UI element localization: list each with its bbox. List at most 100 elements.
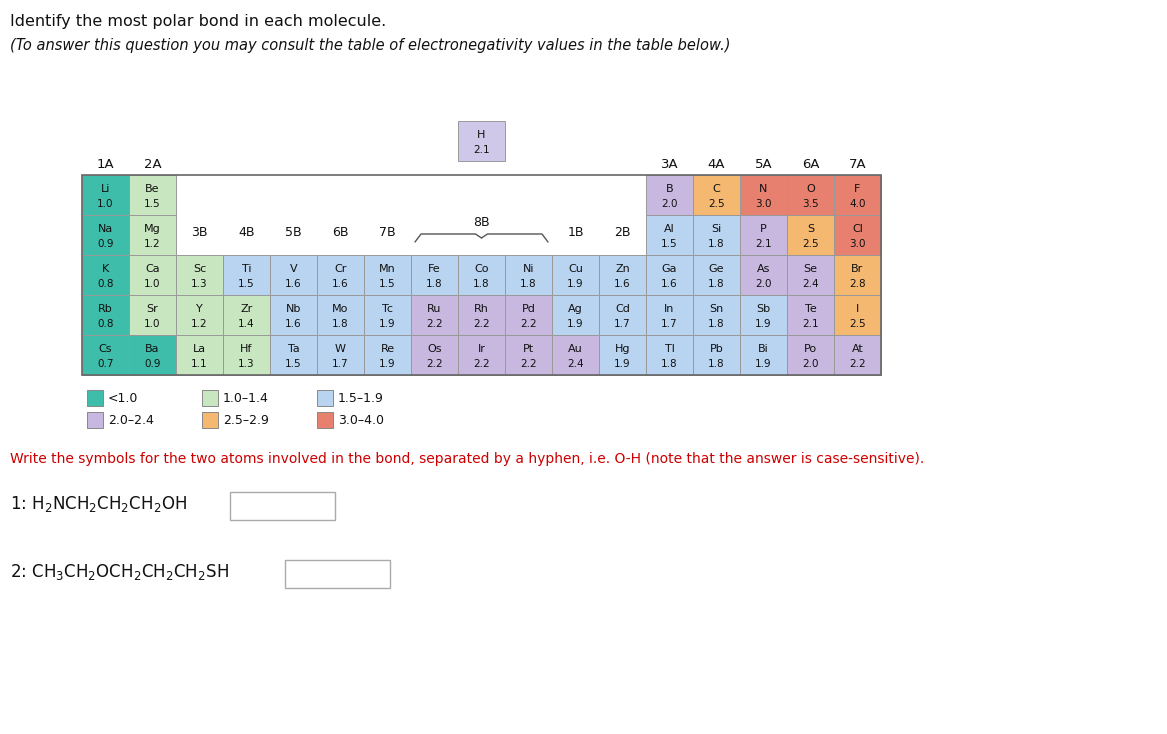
- Text: 0.8: 0.8: [97, 279, 113, 288]
- Text: 1.9: 1.9: [567, 279, 584, 288]
- Text: At: At: [852, 344, 864, 355]
- Text: Ag: Ag: [568, 305, 582, 314]
- Text: 1.6: 1.6: [662, 279, 678, 288]
- Bar: [599, 255, 647, 295]
- Bar: [787, 175, 834, 215]
- Bar: [505, 295, 552, 335]
- Text: 1.8: 1.8: [520, 279, 537, 288]
- Bar: [130, 295, 176, 335]
- Bar: [740, 295, 787, 335]
- Text: 2.0: 2.0: [755, 279, 771, 288]
- Text: I: I: [855, 305, 859, 314]
- Text: 2.0: 2.0: [662, 199, 678, 208]
- Bar: [457, 335, 505, 375]
- Text: Os: Os: [427, 344, 442, 355]
- Text: 1.7: 1.7: [333, 359, 349, 368]
- Bar: [552, 335, 599, 375]
- Text: 0.9: 0.9: [97, 239, 113, 249]
- Text: 1B: 1B: [567, 227, 584, 239]
- Text: 2.2: 2.2: [520, 319, 537, 329]
- Text: K: K: [102, 264, 110, 275]
- Text: Al: Al: [664, 225, 675, 234]
- Text: 0.8: 0.8: [97, 319, 113, 329]
- Text: 1: $\mathregular{H_2NCH_2CH_2CH_2OH}$: 1: $\mathregular{H_2NCH_2CH_2CH_2OH}$: [11, 494, 187, 514]
- Text: 1.3: 1.3: [238, 359, 254, 368]
- Text: 5B: 5B: [285, 227, 302, 239]
- Bar: [130, 335, 176, 375]
- Bar: [317, 412, 333, 428]
- Text: 2.0–2.4: 2.0–2.4: [109, 413, 154, 426]
- Text: 2.2: 2.2: [520, 359, 537, 368]
- Text: Ca: Ca: [145, 264, 160, 275]
- Text: Re: Re: [380, 344, 394, 355]
- Text: 3.0: 3.0: [755, 199, 771, 208]
- Text: 1.0–1.4: 1.0–1.4: [223, 391, 268, 404]
- Text: 3.0–4.0: 3.0–4.0: [338, 413, 384, 426]
- Text: 1.6: 1.6: [285, 319, 302, 329]
- Text: Identify the most polar bond in each molecule.: Identify the most polar bond in each mol…: [11, 14, 386, 29]
- Text: 0.9: 0.9: [145, 359, 161, 368]
- Bar: [82, 335, 130, 375]
- Text: 1.9: 1.9: [379, 359, 396, 368]
- Text: Mo: Mo: [333, 305, 349, 314]
- Text: Sn: Sn: [710, 305, 724, 314]
- Bar: [88, 412, 103, 428]
- Text: Rb: Rb: [98, 305, 113, 314]
- Bar: [411, 335, 457, 375]
- Text: 2.2: 2.2: [473, 319, 490, 329]
- Text: 1.5: 1.5: [238, 279, 254, 288]
- Text: Nb: Nb: [286, 305, 301, 314]
- Text: 1A: 1A: [97, 158, 114, 171]
- Text: Br: Br: [852, 264, 864, 275]
- Text: 2.1: 2.1: [802, 319, 819, 329]
- Bar: [457, 121, 505, 161]
- Text: Pd: Pd: [522, 305, 536, 314]
- Text: Cu: Cu: [568, 264, 584, 275]
- Bar: [270, 335, 317, 375]
- Text: 1.7: 1.7: [614, 319, 631, 329]
- Text: 1.8: 1.8: [708, 279, 725, 288]
- Text: 1.8: 1.8: [473, 279, 490, 288]
- Bar: [82, 295, 130, 335]
- Text: 6A: 6A: [802, 158, 819, 171]
- Text: 2: $\mathregular{CH_3CH_2OCH_2CH_2CH_2SH}$: 2: $\mathregular{CH_3CH_2OCH_2CH_2CH_2SH…: [11, 562, 229, 582]
- Text: 1.6: 1.6: [285, 279, 302, 288]
- Text: 2.1: 2.1: [755, 239, 771, 249]
- Text: 1.7: 1.7: [662, 319, 678, 329]
- Text: S: S: [806, 225, 815, 234]
- Text: Ge: Ge: [708, 264, 725, 275]
- Bar: [740, 175, 787, 215]
- Text: Cl: Cl: [852, 225, 862, 234]
- Text: F: F: [854, 184, 861, 195]
- Text: Ta: Ta: [287, 344, 300, 355]
- Text: 1.8: 1.8: [708, 359, 725, 368]
- Text: 0.7: 0.7: [97, 359, 113, 368]
- Text: Ba: Ba: [145, 344, 160, 355]
- Text: 1.9: 1.9: [567, 319, 584, 329]
- Text: Cr: Cr: [334, 264, 347, 275]
- Text: 2.4: 2.4: [567, 359, 584, 368]
- Bar: [230, 492, 335, 520]
- Bar: [364, 295, 411, 335]
- Bar: [647, 175, 693, 215]
- Text: 4A: 4A: [707, 158, 725, 171]
- Bar: [82, 175, 881, 375]
- Bar: [740, 255, 787, 295]
- Text: 1.0: 1.0: [97, 199, 113, 208]
- Bar: [599, 335, 647, 375]
- Bar: [787, 335, 834, 375]
- Text: 2.5: 2.5: [708, 199, 725, 208]
- Text: Po: Po: [804, 344, 817, 355]
- Text: Sb: Sb: [756, 305, 770, 314]
- Bar: [411, 255, 457, 295]
- Text: 1.8: 1.8: [708, 319, 725, 329]
- Text: 2.4: 2.4: [802, 279, 819, 288]
- Text: Ir: Ir: [477, 344, 485, 355]
- Text: Si: Si: [712, 225, 721, 234]
- Bar: [270, 295, 317, 335]
- Text: 2.2: 2.2: [426, 359, 442, 368]
- Text: <1.0: <1.0: [109, 391, 139, 404]
- Bar: [176, 335, 223, 375]
- Text: Sc: Sc: [193, 264, 207, 275]
- Bar: [202, 390, 218, 406]
